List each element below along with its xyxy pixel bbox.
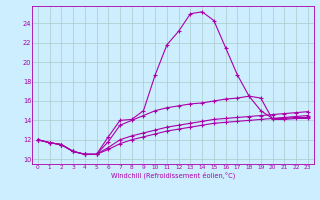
X-axis label: Windchill (Refroidissement éolien,°C): Windchill (Refroidissement éolien,°C) (111, 171, 235, 179)
